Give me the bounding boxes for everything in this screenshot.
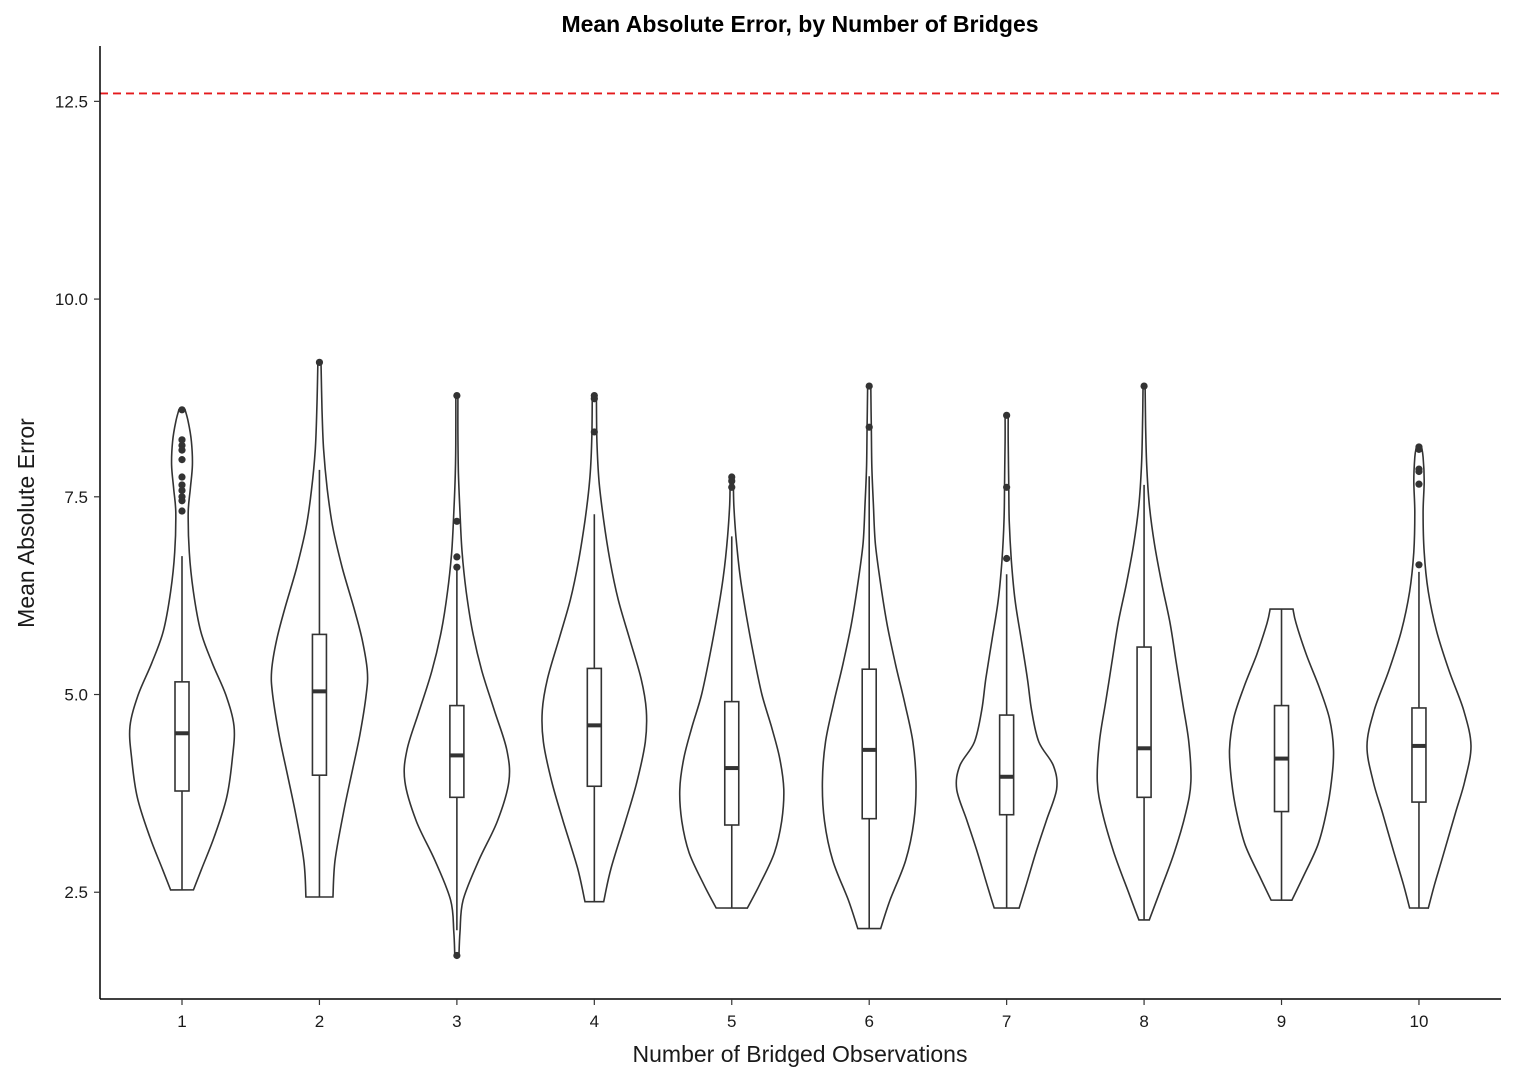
x-tick-label: 1 (177, 1012, 186, 1031)
outlier-point (1415, 480, 1423, 488)
outlier-point (178, 481, 186, 489)
y-tick-label: 12.5 (55, 92, 88, 111)
outlier-point (178, 436, 186, 444)
box (1411, 707, 1427, 803)
outlier-point (1415, 561, 1423, 569)
x-tick-label: 10 (1409, 1012, 1428, 1031)
x-tick-label: 9 (1277, 1012, 1286, 1031)
x-axis-ticks: 1 2 3 4 5 6 7 8 9 10 (177, 999, 1428, 1031)
outlier-point (453, 517, 461, 525)
box (449, 704, 465, 799)
outlier-point (178, 497, 186, 505)
x-tick-label: 7 (1002, 1012, 1011, 1031)
y-tick-label: 7.5 (64, 488, 88, 507)
y-tick-label: 2.5 (64, 883, 88, 902)
x-tick-label: 4 (590, 1012, 599, 1031)
outlier-point (590, 395, 598, 403)
outlier-point (590, 428, 598, 436)
violin-group-6 (821, 382, 917, 930)
outlier-point (315, 358, 324, 366)
outlier-point (453, 563, 461, 571)
violin-group-9 (1228, 608, 1335, 901)
outlier-point (178, 406, 186, 414)
outlier-point (178, 473, 186, 481)
violin-group-10 (1366, 443, 1472, 909)
x-tick-label: 5 (727, 1012, 736, 1031)
violin-group-5 (678, 473, 785, 909)
outlier-point (1003, 554, 1011, 563)
x-tick-label: 8 (1139, 1012, 1148, 1031)
violin-group-7 (955, 411, 1058, 909)
outlier-point (865, 382, 873, 390)
box (311, 633, 328, 776)
outlier-point (178, 446, 186, 454)
violin-shape (1228, 608, 1335, 901)
outlier-point (453, 553, 461, 561)
chart-title: Mean Absolute Error, by Number of Bridge… (561, 11, 1038, 37)
y-axis-ticks: 2.5 5.0 7.5 10.0 12.5 (55, 92, 100, 902)
x-tick-label: 6 (864, 1012, 873, 1031)
violin-group-8 (1096, 382, 1192, 921)
box (723, 700, 740, 826)
outlier-point (178, 456, 186, 464)
violins-layer (128, 358, 1472, 960)
y-axis-title: Mean Absolute Error (13, 418, 39, 628)
outlier-point (728, 477, 736, 485)
outlier-point (178, 507, 186, 515)
outlier-point (865, 423, 873, 431)
box (174, 681, 190, 792)
violin-group-4 (541, 391, 648, 903)
box (998, 714, 1015, 816)
violin-group-3 (403, 391, 511, 960)
outlier-point (453, 391, 461, 400)
outlier-point (178, 486, 186, 495)
y-tick-label: 5.0 (64, 686, 88, 705)
outlier-point (728, 483, 736, 491)
outlier-point (1140, 382, 1148, 390)
outlier-point (1003, 483, 1011, 491)
outlier-point (1415, 445, 1423, 453)
outlier-point (453, 951, 461, 960)
x-tick-label: 2 (315, 1012, 324, 1031)
y-tick-label: 10.0 (55, 290, 88, 309)
box (861, 668, 878, 820)
violin-group-2 (270, 358, 369, 898)
outlier-point (1415, 467, 1423, 476)
x-tick-label: 3 (452, 1012, 461, 1031)
violin-group-1 (128, 406, 236, 891)
outlier-point (1003, 411, 1011, 419)
box (1136, 646, 1152, 799)
x-axis-title: Number of Bridged Observations (633, 1041, 968, 1067)
